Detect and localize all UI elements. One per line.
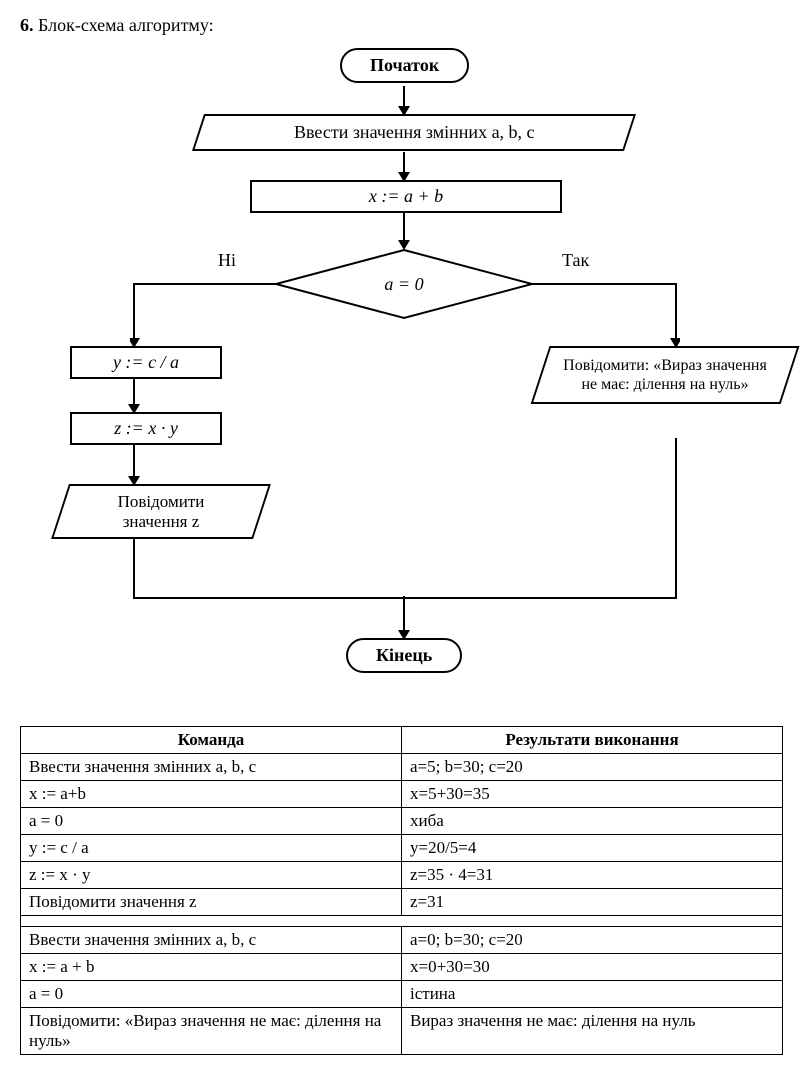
process-assign-y: y := c / a [70, 346, 222, 379]
connector-line [398, 438, 688, 608]
table-cell: хиба [402, 808, 783, 835]
table-cell: Ввести значення змінних a, b, c [21, 927, 402, 954]
arrow-icon [398, 152, 410, 182]
table-cell: y := c / a [21, 835, 402, 862]
label-yes: Так [562, 250, 589, 271]
table-row: Повідомити: «Вираз значення не має: діле… [21, 1008, 783, 1055]
arrow-icon [530, 280, 680, 350]
out-left-label: Повідомити значення z [86, 492, 236, 531]
io-output-error: Повідомити: «Вираз значення не має: діле… [531, 346, 800, 404]
table-cell: x=0+30=30 [402, 954, 783, 981]
table-header-row: Команда Результати виконання [21, 727, 783, 754]
table-row: a = 0істина [21, 981, 783, 1008]
arrow-icon [398, 596, 410, 640]
trace-table: Команда Результати виконання Ввести знач… [20, 726, 783, 1055]
table-cell: Повідомити значення z [21, 889, 402, 916]
arrow-icon [398, 212, 410, 250]
table-cell: a=5; b=30; c=20 [402, 754, 783, 781]
terminator-start: Початок [340, 48, 469, 83]
label-no: Ні [218, 250, 236, 271]
title-number: 6. [20, 15, 34, 35]
end-label: Кінець [376, 645, 432, 665]
table-row: Ввести значення змінних a, b, ca=5; b=30… [21, 754, 783, 781]
process-assign-z: z := x · y [70, 412, 222, 445]
table-row: x := a+bx=5+30=35 [21, 781, 783, 808]
table-cell: x := a + b [21, 954, 402, 981]
table-cell: Повідомити: «Вираз значення не має: діле… [21, 1008, 402, 1055]
table-cell: x=5+30=35 [402, 781, 783, 808]
terminator-end: Кінець [346, 638, 462, 673]
proc3-label: z := x · y [114, 418, 178, 438]
proc1-label: x := a + b [369, 186, 443, 206]
out-right-label: Повідомити: «Вираз значення не має: діле… [560, 356, 770, 394]
connector-line [128, 538, 418, 638]
cond-label: a = 0 [384, 274, 423, 295]
table-cell: z=35 · 4=31 [402, 862, 783, 889]
arrow-icon [128, 378, 140, 414]
arrow-icon [398, 86, 410, 116]
table-cell: y=20/5=4 [402, 835, 783, 862]
col-command: Команда [21, 727, 402, 754]
table-row: y := c / ay=20/5=4 [21, 835, 783, 862]
table-cell: z := x · y [21, 862, 402, 889]
table-cell: a=0; b=30; c=20 [402, 927, 783, 954]
table-cell: Ввести значення змінних a, b, c [21, 754, 402, 781]
io-input: Ввести значення змінних a, b, c [192, 114, 636, 151]
table-cell: Вираз значення не має: ділення на нуль [402, 1008, 783, 1055]
table-cell: a = 0 [21, 981, 402, 1008]
io-output-z: Повідомити значення z [51, 484, 271, 539]
title-text: Блок-схема алгоритму: [38, 15, 214, 35]
decision-a-eq-0: a = 0 [274, 248, 534, 320]
table-row: a = 0хиба [21, 808, 783, 835]
table-row: x := a + bx=0+30=30 [21, 954, 783, 981]
process-assign-x: x := a + b [250, 180, 562, 213]
col-result: Результати виконання [402, 727, 783, 754]
arrow-icon [130, 280, 280, 350]
table-cell: z=31 [402, 889, 783, 916]
arrow-icon [128, 444, 140, 486]
proc2-label: y := c / a [113, 352, 179, 372]
start-label: Початок [370, 55, 439, 75]
table-row: Ввести значення змінних a, b, ca=0; b=30… [21, 927, 783, 954]
flowchart: Початок Ввести значення змінних a, b, c … [20, 40, 780, 720]
table-separator [21, 916, 783, 927]
table-row: Повідомити значення zz=31 [21, 889, 783, 916]
table-cell: x := a+b [21, 781, 402, 808]
table-row: z := x · yz=35 · 4=31 [21, 862, 783, 889]
table-cell: істина [402, 981, 783, 1008]
table-cell: a = 0 [21, 808, 402, 835]
page-title: 6. Блок-схема алгоритму: [20, 15, 783, 36]
input-label: Ввести значення змінних a, b, c [294, 122, 535, 143]
